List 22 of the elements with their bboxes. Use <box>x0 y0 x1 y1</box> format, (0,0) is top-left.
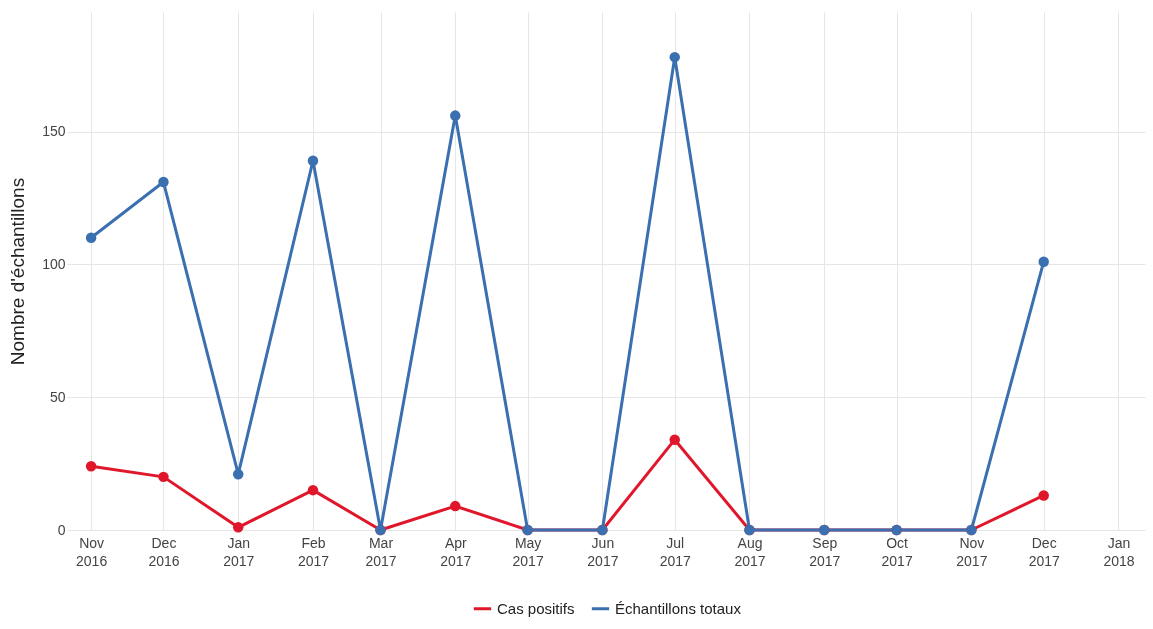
y-tick-label: 50 <box>49 388 66 405</box>
x-tick-label: Jul 2017 <box>659 534 692 569</box>
x-tick-label: Oct 2017 <box>881 534 913 569</box>
x-tick-label: Jun 2017 <box>587 534 619 569</box>
x-tick-label: Mar 2017 <box>365 534 397 569</box>
x-tick-label: Apr 2017 <box>440 534 472 569</box>
y-tick-label: 0 <box>57 521 66 538</box>
legend-label: Échantillons totaux <box>615 599 742 617</box>
y-tick-label: 100 <box>42 255 66 272</box>
x-tick-label: Aug 2017 <box>734 534 766 569</box>
x-tick-label: Sep 2017 <box>809 534 841 569</box>
legend-label: Cas positifs <box>497 599 575 617</box>
x-tick-label: Jan 2017 <box>223 534 255 569</box>
x-tick-label: Jan 2018 <box>1103 534 1135 569</box>
x-tick-label: May 2017 <box>512 534 544 569</box>
x-tick-label: Nov 2016 <box>76 534 108 569</box>
x-tick-label: Feb 2017 <box>297 534 330 569</box>
x-tick-label: Dec 2016 <box>148 534 180 569</box>
y-axis-title: Nombre d'échantillons <box>7 177 29 366</box>
x-tick-label: Nov 2017 <box>956 534 988 569</box>
x-tick-label: Dec 2017 <box>1028 534 1060 569</box>
y-tick-label: 150 <box>42 123 66 140</box>
